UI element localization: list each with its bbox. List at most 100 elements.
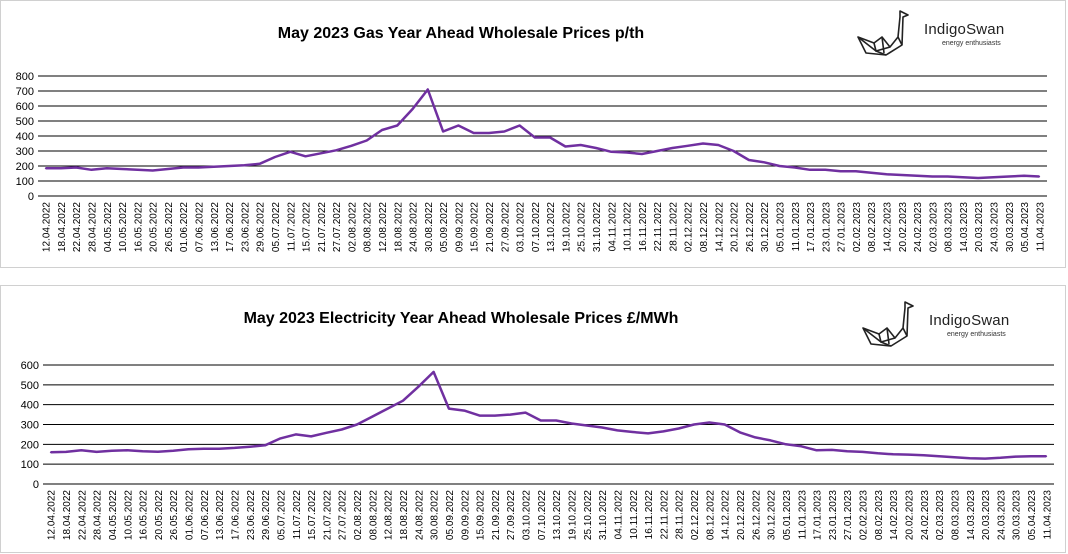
data-point [141, 450, 144, 453]
x-tick-label: 14.12.2022 [721, 490, 732, 540]
x-tick-label: 21.07.2022 [322, 490, 333, 540]
data-point [488, 132, 490, 134]
x-tick-label: 11.01.2023 [797, 490, 808, 540]
data-point [463, 409, 466, 412]
x-tick-label: 24.03.2023 [989, 202, 1000, 252]
x-tick-label: 10.11.2022 [629, 490, 640, 540]
data-point [984, 457, 986, 460]
x-tick-label: 07.06.2022 [200, 490, 211, 540]
x-tick-label: 13.06.2022 [215, 490, 226, 540]
data-point [968, 457, 971, 460]
x-tick-label: 22.04.2022 [77, 490, 88, 540]
y-tick-label: 700 [16, 86, 34, 98]
data-point [946, 175, 949, 178]
data-point [977, 177, 980, 179]
data-point [386, 407, 389, 410]
x-tick-label: 11.04.2023 [1042, 490, 1053, 540]
data-point [824, 168, 827, 171]
x-tick-label: 16.05.2022 [133, 202, 144, 252]
data-point [870, 171, 872, 174]
data-point [448, 407, 450, 410]
x-tick-label: 02.03.2023 [935, 490, 946, 540]
data-point [258, 162, 261, 165]
data-point [233, 447, 236, 449]
data-point [809, 168, 811, 171]
x-tick-label: 14.03.2023 [959, 202, 970, 252]
x-tick-label: 31.10.2022 [598, 490, 609, 540]
data-point [656, 150, 658, 152]
x-tick-label: 15.09.2022 [470, 202, 481, 252]
x-tick-label: 21.09.2022 [491, 490, 502, 540]
y-tick-label: 0 [33, 479, 39, 491]
data-point [75, 166, 78, 169]
data-point [213, 165, 215, 168]
data-point [885, 173, 888, 176]
brand-tagline: energy enthusiasts [947, 331, 1006, 338]
data-point [931, 175, 934, 178]
data-point [126, 449, 129, 452]
series-line [50, 370, 1047, 460]
x-tick-label: 01.06.2022 [179, 202, 190, 252]
series-line [45, 88, 1040, 180]
x-tick-label: 26.12.2022 [751, 490, 762, 540]
brand-name: IndigoSwan [929, 312, 1010, 329]
x-tick-label: 18.04.2022 [62, 490, 73, 540]
swan-origami-icon [857, 10, 909, 56]
x-tick-label: 24.08.2022 [409, 202, 420, 252]
data-point [228, 165, 230, 167]
data-point [763, 161, 765, 164]
data-point [197, 166, 200, 169]
y-tick-label: 600 [16, 101, 34, 113]
x-tick-label: 31.10.2022 [592, 202, 603, 252]
x-tick-label: 16.05.2022 [139, 490, 150, 540]
gas-chart-panel: May 2023 Gas Year Ahead Wholesale Prices… [0, 0, 1066, 268]
x-tick-label: 29.06.2022 [256, 202, 267, 252]
data-point [167, 168, 169, 170]
data-point [1045, 455, 1048, 458]
x-tick-label: 27.07.2022 [338, 490, 349, 540]
x-tick-label: 03.10.2022 [522, 490, 533, 540]
x-tick-label: 20.03.2023 [974, 202, 985, 252]
data-point [962, 176, 964, 179]
x-tick-label: 08.12.2022 [699, 202, 710, 252]
x-tick-label: 15.07.2022 [302, 202, 313, 252]
data-point [739, 431, 741, 434]
data-point [65, 451, 67, 453]
data-point [1014, 455, 1017, 458]
y-tick-label: 200 [16, 161, 34, 173]
x-tick-label: 02.08.2022 [347, 202, 358, 252]
x-tick-label: 27.01.2023 [837, 202, 848, 252]
data-point [540, 419, 542, 422]
x-tick-label: 14.03.2023 [966, 490, 977, 540]
x-tick-label: 01.06.2022 [185, 490, 196, 540]
x-tick-label: 12.08.2022 [378, 202, 389, 252]
data-point [151, 169, 154, 172]
data-point [248, 445, 251, 448]
x-tick-label: 27.09.2022 [506, 490, 517, 540]
data-point [800, 445, 803, 448]
x-tick-label: 20.12.2022 [736, 490, 747, 540]
data-point [785, 443, 787, 446]
data-point [304, 155, 307, 158]
x-tick-label: 26.12.2022 [745, 202, 756, 252]
data-point [1007, 175, 1010, 178]
data-point [769, 439, 772, 442]
data-point [708, 421, 711, 424]
data-point [595, 147, 597, 149]
data-point [938, 455, 940, 458]
data-point [585, 424, 588, 427]
x-tick-label: 07.06.2022 [195, 202, 206, 252]
data-point [136, 168, 139, 171]
y-tick-label: 800 [16, 71, 34, 83]
data-point [310, 435, 312, 438]
x-tick-label: 12.08.2022 [384, 490, 395, 540]
data-point [1038, 175, 1041, 178]
data-point [289, 150, 292, 153]
data-point [861, 451, 864, 453]
data-point [350, 144, 353, 147]
y-tick-label: 300 [16, 146, 34, 158]
y-tick-label: 300 [21, 420, 39, 432]
x-tick-label: 27.09.2022 [500, 202, 511, 252]
data-point [693, 423, 695, 426]
x-tick-label: 29.06.2022 [261, 490, 272, 540]
